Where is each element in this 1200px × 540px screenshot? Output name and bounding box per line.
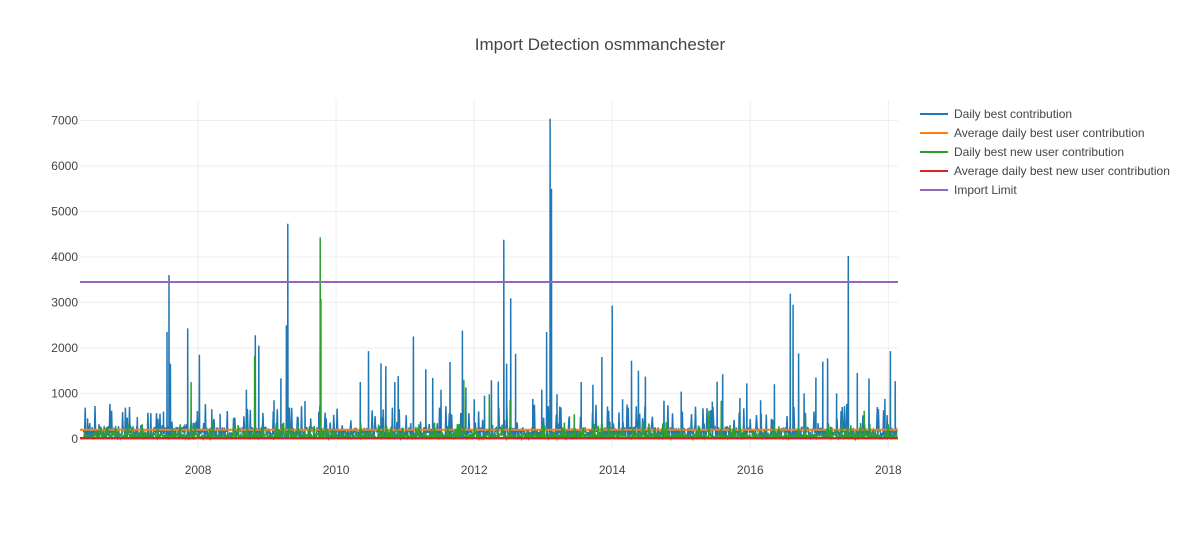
x-tick-label: 2016 [737,463,764,477]
legend[interactable]: Daily best contribution Average daily bes… [920,107,1170,197]
x-tick-label: 2012 [461,463,488,477]
grid [80,100,898,448]
legend-item[interactable]: Daily best new user contribution [920,145,1124,159]
legend-label: Daily best new user contribution [954,145,1124,159]
y-tick-label: 7000 [51,113,78,127]
legend-item[interactable]: Average daily best user contribution [920,126,1145,140]
legend-item[interactable]: Import Limit [920,183,1017,197]
x-tick-label: 2008 [185,463,212,477]
y-tick-label: 5000 [51,204,78,218]
legend-item[interactable]: Daily best contribution [920,107,1072,121]
y-axis-ticks: 0 1000 2000 3000 4000 5000 6000 7000 [51,113,78,445]
legend-label: Average daily best new user contribution [954,164,1170,178]
legend-label: Average daily best user contribution [954,126,1145,140]
y-tick-label: 2000 [51,341,78,355]
series-daily-best-contribution [82,118,898,442]
legend-label: Import Limit [954,183,1017,197]
x-tick-label: 2010 [323,463,350,477]
legend-item[interactable]: Average daily best new user contribution [920,164,1170,178]
plot-area [80,118,898,442]
y-tick-label: 6000 [51,159,78,173]
y-tick-label: 3000 [51,295,78,309]
x-tick-label: 2018 [875,463,902,477]
y-tick-label: 1000 [51,386,78,400]
x-tick-label: 2014 [599,463,626,477]
legend-label: Daily best contribution [954,107,1072,121]
series-line [82,118,898,442]
x-axis-ticks: 2008 2010 2012 2014 2016 2018 [185,463,902,477]
chart-title: Import Detection osmmanchester [475,35,726,54]
y-tick-label: 4000 [51,250,78,264]
y-tick-label: 0 [71,432,78,446]
